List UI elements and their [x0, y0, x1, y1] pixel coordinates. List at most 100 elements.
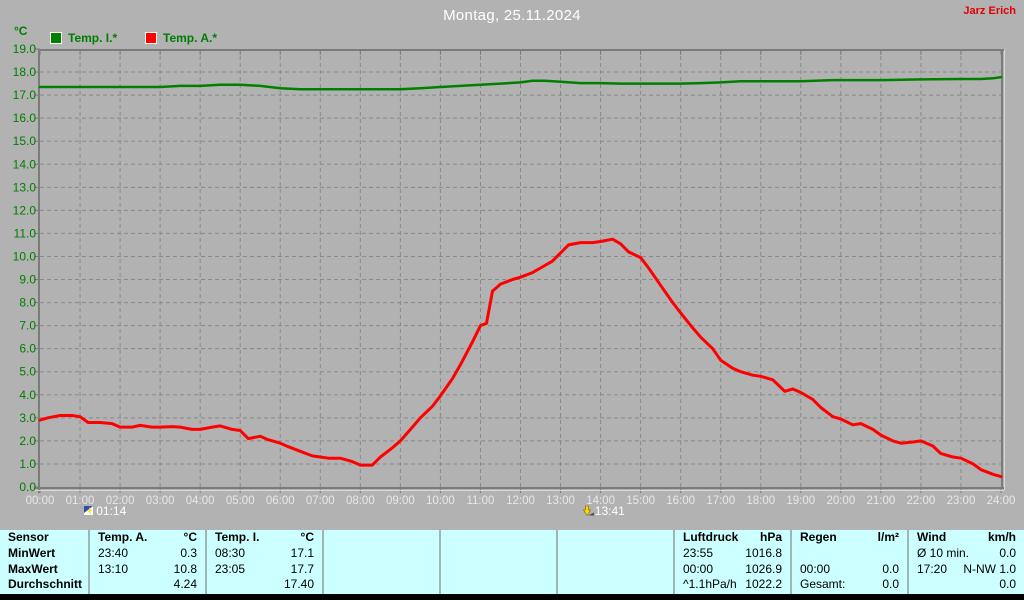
table-cell — [566, 530, 673, 546]
table-cell: 23:40 — [98, 545, 129, 560]
y-axis-unit-label: °C — [14, 24, 28, 38]
table-row: Gesamt: 0.0 — [792, 577, 907, 593]
table-cell — [441, 562, 449, 578]
x-tick-label: 23:00 — [947, 495, 976, 507]
x-tick-label: 11:00 — [466, 495, 494, 507]
table-cell: 17.7 — [290, 561, 314, 576]
table-cell — [566, 577, 673, 593]
table-cell: ^1.1hPa/h — [683, 577, 737, 592]
table-cell — [566, 562, 673, 578]
y-tick-label: 12.0 — [13, 203, 37, 217]
table-group-temp-i: Temp. I. °C 08:30 17.1 23:05 17.7 17.40 — [205, 530, 322, 594]
x-tick-label: 19:00 — [786, 495, 815, 507]
y-tick-label: 0.0 — [19, 480, 36, 494]
table-row-label: MinWert — [8, 545, 56, 560]
x-tick-label: 08:00 — [346, 495, 375, 507]
x-tick-label: 18:00 — [746, 495, 775, 507]
table-group-luftdruck: Luftdruck hPa 23:55 1016.8 00:00 1026.9 ^1.1hP… — [673, 530, 790, 594]
table-row: 23:55 1016.8 — [675, 546, 790, 562]
y-tick-label: 13.0 — [13, 180, 37, 194]
y-tick-label: 7.0 — [19, 319, 36, 333]
table-cell — [332, 562, 439, 578]
time-marker-1-label: 01:14 — [96, 504, 127, 518]
y-tick-label: 9.0 — [19, 273, 36, 287]
x-tick-label: 12:00 — [506, 495, 535, 507]
table-row-label: MaxWert — [8, 561, 58, 576]
legend-temp-i: Temp. I.* — [50, 31, 117, 45]
page-title: Montag, 25.11.2024 — [443, 7, 581, 24]
legend-temp-a: Temp. A.* — [145, 31, 217, 45]
table-header-row: Luftdruck hPa — [675, 530, 790, 546]
table-cell — [324, 577, 332, 593]
table-row: 08:30 17.1 — [207, 546, 322, 562]
table-cell: 08:30 — [215, 545, 246, 560]
x-tick-label: 21:00 — [866, 495, 895, 507]
table-cell: 00:00 — [800, 561, 831, 576]
y-tick-label: 17.0 — [13, 88, 37, 102]
table-cell — [324, 530, 332, 546]
table-cell — [449, 530, 556, 546]
table-header-row — [441, 530, 556, 546]
table-row — [792, 546, 907, 562]
table-row: 23:05 17.7 — [207, 562, 322, 578]
x-tick-label: 15:00 — [626, 495, 655, 507]
table-cell: 13:10 — [98, 561, 129, 576]
table-cell: 1016.8 — [745, 545, 782, 560]
table-row — [558, 562, 673, 578]
table-cell — [449, 577, 556, 593]
table-cell: 0.0 — [999, 577, 1016, 592]
y-tick-label: 18.0 — [13, 65, 37, 79]
time-marker-2-label: 13:41 — [594, 504, 625, 518]
table-header-row: Temp. I. °C — [207, 530, 322, 546]
time-marker-1: 01:14 — [83, 504, 126, 518]
table-group-wind: Wind km/h Ø 10 min. 0.0 17:20 N-NW 1.0 0.0 — [907, 530, 1024, 594]
x-tick-label: 17:00 — [706, 495, 735, 507]
x-tick-label: 07:00 — [306, 495, 335, 507]
table-cell: 17:20 — [917, 561, 948, 576]
x-tick-label: 06:00 — [266, 495, 295, 507]
table-row: 4.24 — [90, 577, 205, 593]
table-cell: Wind — [917, 530, 947, 544]
y-tick-label: 2.0 — [19, 434, 36, 448]
table-cell: 4.24 — [173, 577, 197, 592]
table-row-labels: Sensor MinWert MaxWert Durchschnitt — [0, 530, 88, 594]
table-row: Ø 10 min. 0.0 — [909, 546, 1024, 562]
table-cell: 00:00 — [683, 561, 714, 576]
table-group-regen: Regen l/m² 00:00 0.0 Gesamt: 0.0 — [790, 530, 907, 594]
temp-a-swatch-icon — [145, 32, 157, 44]
table-cell — [441, 577, 449, 593]
summary-table: Sensor MinWert MaxWert Durchschnitt Temp. A… — [0, 530, 1024, 594]
table-header-row: Wind km/h — [909, 530, 1024, 546]
table-row: 00:00 0.0 — [792, 562, 907, 578]
table-cell: km/h — [987, 530, 1016, 544]
table-row — [324, 562, 439, 578]
x-tick-label: 09:00 — [386, 495, 415, 507]
x-tick-label: 24:00 — [987, 495, 1016, 507]
table-cell — [800, 546, 907, 562]
bottom-strip — [0, 594, 1024, 600]
time-marker-2: 13:41 — [582, 504, 625, 518]
chart-canvas: 19.0 18.0 17.0 16.0 15.0 14.0 13.0 12.0 11.0 10.0… — [13, 42, 1016, 507]
table-cell: 0.0 — [882, 561, 899, 576]
x-tick-label: 22:00 — [907, 495, 936, 507]
table-row: 00:00 1026.9 — [675, 562, 790, 578]
table-cell: Temp. I. — [215, 530, 260, 544]
table-cell: 0.3 — [180, 545, 197, 560]
y-tick-label: 3.0 — [19, 411, 36, 425]
table-row — [558, 577, 673, 593]
x-tick-label: 05:00 — [226, 495, 255, 507]
table-cell: °C — [300, 530, 314, 544]
y-tick-label: 8.0 — [19, 296, 36, 310]
event-marker-icon — [84, 506, 94, 515]
table-cell: Ø 10 min. — [917, 545, 970, 560]
x-tick-label: 00:00 — [26, 495, 55, 507]
table-cell — [792, 546, 800, 562]
author-label: Jarz Erich — [963, 5, 1016, 17]
table-cell: l/m² — [877, 530, 899, 544]
x-tick-label: 03:00 — [146, 495, 175, 507]
table-header-row: Regen l/m² — [792, 530, 907, 546]
series-line-temp-a — [38, 237, 1003, 479]
table-cell — [332, 577, 439, 593]
table-group-empty-1 — [322, 530, 439, 594]
